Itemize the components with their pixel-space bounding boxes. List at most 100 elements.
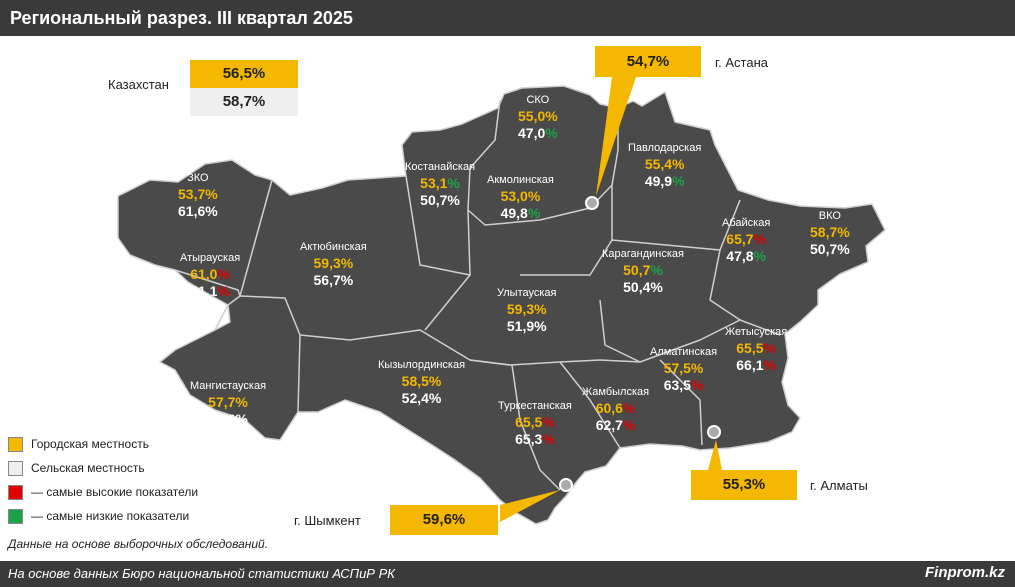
region-akmola: Акмолинская 53,0% 49,8% [487, 174, 554, 223]
kazakhstan-label: Казахстан [108, 77, 169, 92]
rural-value: 62,7% [595, 417, 636, 434]
region-zko: ЗКО 53,7% 61,6% [178, 172, 218, 221]
rural-value: 49,8% [500, 205, 541, 222]
legend-rural: Сельская местность [8, 461, 145, 477]
extreme-marker-high: % [763, 357, 776, 374]
region-name: ЗКО [187, 172, 209, 184]
shymkent-callout-pointer [500, 490, 560, 522]
urban-value: 65,7% [726, 230, 766, 247]
rural-value: 50,7% [420, 192, 460, 209]
region-name: Алматинская [650, 346, 718, 358]
urban-value: 59,3% [313, 254, 354, 271]
region-atyrau: Атырауская 61,0% 61,1% [180, 252, 240, 301]
region-ulytau: Улытауская 59,3% 51,9% [497, 287, 557, 336]
extreme-marker-low: % [447, 174, 460, 191]
urban-value: 60,6% [595, 399, 636, 416]
legend-high: — самые высокие показатели [8, 485, 198, 501]
region-name: Акмолинская [487, 174, 554, 186]
legend-low: — самые низкие показатели [8, 509, 189, 525]
title-bar: Региональный разрез. III квартал 2025 [0, 0, 1015, 36]
extreme-marker-high: % [622, 399, 636, 416]
legend-swatch-rural [8, 461, 23, 477]
astana-callout-pointer [596, 77, 636, 196]
region-name: Павлодарская [628, 142, 702, 154]
region-kyzylorda: Кызылординская 58,5% 52,4% [378, 359, 465, 408]
extreme-marker-low: % [753, 248, 766, 265]
shymkent-name: г. Шымкент [294, 513, 361, 528]
rural-value: 50,4% [623, 279, 663, 296]
data-note: Данные на основе выборочных обследований… [8, 537, 269, 551]
urban-value: 50,7% [623, 261, 663, 278]
urban-value: 58,5% [401, 372, 442, 389]
extreme-marker-low: % [672, 173, 685, 190]
rural-value: 61,1% [190, 283, 230, 300]
extreme-marker-high: % [690, 377, 704, 394]
map-shape [117, 85, 886, 525]
urban-value: 58,7% [810, 223, 850, 240]
urban-value: 53,0% [500, 187, 541, 204]
astana-marker [585, 196, 599, 210]
urban-value: 55,4% [644, 155, 685, 172]
urban-value: 53,7% [178, 185, 218, 202]
source-text: На основе данных Бюро национальной стати… [8, 566, 395, 581]
region-name: Абайская [722, 217, 771, 229]
shymkent-marker [559, 478, 573, 492]
extreme-marker-high: % [542, 413, 555, 430]
urban-value: 65,5% [515, 413, 555, 430]
almaty-marker [707, 425, 721, 439]
brand-logo: Finprom.kz [924, 564, 1005, 581]
extreme-marker-high: % [622, 417, 636, 434]
region-kostanay: Костанайская 53,1% 50,7% [405, 161, 475, 210]
region-name: Жамбылская [582, 386, 650, 398]
extreme-marker-high: % [753, 230, 766, 247]
region-aktobe: Актюбинская 59,3% 56,7% [300, 241, 367, 290]
extreme-marker-low: % [650, 261, 663, 278]
rural-value: 47,8% [726, 248, 766, 265]
kazakhstan-rural-value: 58,7% [190, 88, 298, 116]
urban-value: 53,1% [420, 174, 460, 191]
almaty-callout-pointer [708, 440, 722, 470]
region-mangystau: Мангистауская 57,7% 58,6% [190, 380, 266, 429]
almaty-value-box: 55,3% [691, 470, 797, 500]
page-title: Региональный разрез. III квартал 2025 [10, 8, 353, 28]
extreme-marker-high: % [763, 339, 776, 356]
rural-value: 56,7% [313, 272, 354, 289]
extreme-marker-low: % [527, 205, 541, 222]
extreme-marker-high: % [217, 283, 230, 300]
region-name: ВКО [818, 210, 841, 222]
region-name: Костанайская [405, 161, 476, 173]
urban-value: 59,3% [506, 300, 547, 317]
region-name: Атырауская [180, 252, 241, 264]
urban-value: 55,0% [518, 107, 558, 124]
region-name: Кызылординская [378, 359, 466, 371]
rural-value: 66,1% [736, 357, 776, 374]
extreme-marker-high: % [542, 431, 555, 448]
region-name: СКО [526, 94, 550, 106]
rural-value: 51,9% [506, 318, 547, 335]
rural-value: 49,9% [644, 173, 685, 190]
astana-name: г. Астана [715, 55, 768, 70]
rural-value: 58,6% [208, 411, 248, 428]
extreme-marker-low: % [545, 125, 558, 142]
legend-swatch-low [8, 509, 23, 525]
legend-swatch-high [8, 485, 23, 501]
region-abay: Абайская 65,7% 47,8% [722, 217, 770, 266]
rural-value: 52,4% [401, 390, 442, 407]
rural-value: 47,0% [518, 125, 558, 142]
region-sko: СКО 55,0% 47,0% [518, 94, 558, 143]
legend-swatch-urban [8, 437, 23, 453]
region-name: Актюбинская [300, 241, 367, 253]
region-almaty_reg: Алматинская 57,5% 63,5% [650, 346, 717, 395]
region-zhambyl: Жамбылская 60,6% 62,7% [582, 386, 649, 435]
region-name: Улытауская [497, 287, 557, 299]
urban-value: 65,5% [736, 339, 776, 356]
kazakhstan-urban-value: 56,5% [190, 60, 298, 88]
urban-value: 57,7% [208, 393, 248, 410]
extreme-marker-high: % [217, 265, 230, 282]
urban-value: 61,0% [190, 265, 230, 282]
region-name: Мангистауская [190, 380, 267, 392]
shymkent-value-box: 59,6% [390, 505, 498, 535]
region-vko: ВКО 58,7% 50,7% [810, 210, 850, 259]
region-name: Туркестанская [498, 400, 572, 412]
